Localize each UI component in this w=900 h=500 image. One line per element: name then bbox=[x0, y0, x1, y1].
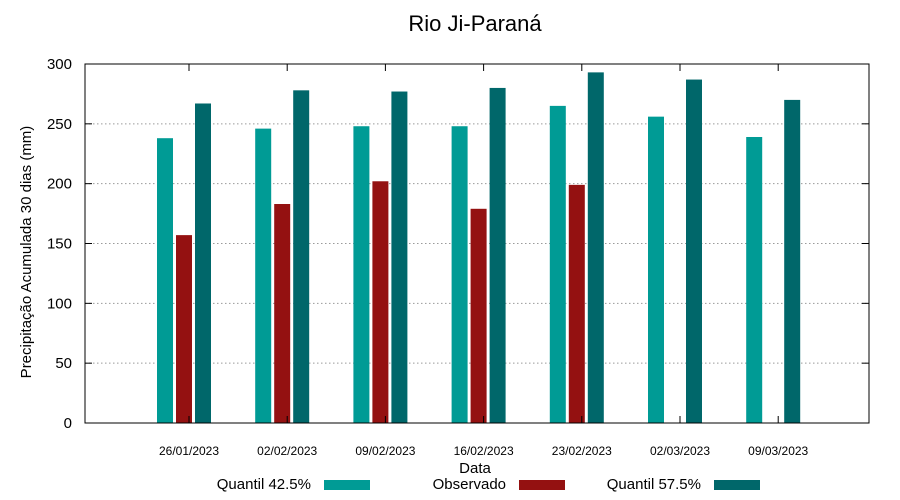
y-tick-label: 300 bbox=[47, 56, 72, 73]
bar-quantil-42-5--4 bbox=[549, 105, 566, 423]
bar-quantil-42-5--0 bbox=[157, 138, 173, 423]
bar-quantil-42-5--1 bbox=[255, 128, 272, 423]
bar-quantil-42-5--6 bbox=[746, 136, 763, 423]
bars bbox=[157, 72, 801, 424]
bar-quantil-57-5--6 bbox=[784, 99, 801, 424]
bar-observado-4 bbox=[568, 184, 585, 423]
x-axis-ticks: 26/01/2023 02/02/2023 09/02/2023 16/02/2023… bbox=[159, 64, 809, 458]
bar-quantil-57-5--5 bbox=[686, 79, 702, 423]
x-tick-label: 26/01/2023 bbox=[159, 444, 219, 458]
y-tick-label: 200 bbox=[47, 176, 72, 193]
bar-quantil-57-5--1 bbox=[293, 90, 310, 424]
legend-label: Observado bbox=[433, 476, 506, 493]
y-tick-label: 50 bbox=[55, 355, 72, 372]
bar-observado-2 bbox=[372, 181, 389, 423]
y-axis-label: Precipitação Acumulada 30 dias (mm) bbox=[18, 126, 35, 379]
legend-label: Quantil 42.5% bbox=[217, 476, 311, 493]
y-tick-label: 100 bbox=[47, 295, 72, 312]
bar-quantil-57-5--2 bbox=[391, 91, 408, 424]
bar-observado-1 bbox=[274, 204, 291, 423]
x-tick-label: 23/02/2023 bbox=[552, 444, 612, 458]
legend-swatch bbox=[714, 480, 760, 490]
x-tick-label: 09/03/2023 bbox=[748, 444, 808, 458]
legend: Quantil 42.5% Observado Quantil 57.5% bbox=[217, 476, 760, 493]
legend-swatch bbox=[519, 480, 565, 490]
bar-quantil-42-5--2 bbox=[353, 126, 370, 423]
y-tick-label: 250 bbox=[47, 116, 72, 133]
y-tick-label: 150 bbox=[47, 236, 72, 253]
bar-quantil-42-5--3 bbox=[451, 126, 468, 423]
x-tick-label: 09/02/2023 bbox=[355, 444, 415, 458]
y-axis-ticks: 0 50 100 150 200 250 300 bbox=[47, 56, 869, 432]
y-tick-label: 0 bbox=[64, 415, 72, 432]
bar-quantil-57-5--4 bbox=[587, 72, 604, 424]
bar-quantil-57-5--0 bbox=[195, 103, 211, 424]
bar-quantil-57-5--3 bbox=[489, 87, 506, 423]
chart-title: Rio Ji-Paraná bbox=[408, 11, 542, 36]
legend-swatch bbox=[324, 480, 370, 490]
bar-observado-0 bbox=[176, 235, 192, 423]
bar-observado-3 bbox=[470, 208, 487, 423]
x-tick-label: 02/03/2023 bbox=[650, 444, 710, 458]
x-tick-label: 02/02/2023 bbox=[257, 444, 317, 458]
bar-quantil-42-5--5 bbox=[648, 116, 664, 424]
x-tick-label: 16/02/2023 bbox=[454, 444, 514, 458]
x-axis-label: Data bbox=[459, 460, 491, 477]
legend-label: Quantil 57.5% bbox=[607, 476, 701, 493]
